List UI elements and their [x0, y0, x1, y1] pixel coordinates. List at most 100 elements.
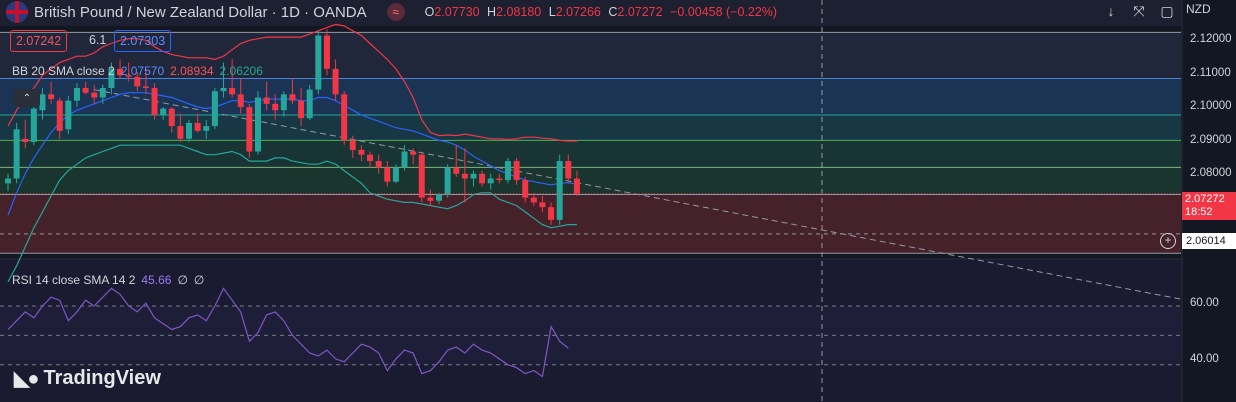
- candle-body: [556, 161, 563, 220]
- currency-selector[interactable]: NZD: [1186, 2, 1211, 16]
- close-value: 2.07272: [617, 5, 663, 19]
- candle-body: [134, 76, 141, 87]
- candle-body: [65, 100, 72, 130]
- candle-body: [392, 167, 399, 182]
- candle-body: [522, 180, 529, 198]
- price-tick: 2.09000: [1190, 134, 1232, 146]
- candle-body: [194, 122, 201, 131]
- collapse-icon[interactable]: ⤧: [1133, 2, 1145, 19]
- compare-icon[interactable]: ≈: [386, 3, 405, 21]
- low-label: L: [548, 5, 556, 19]
- tradingview-logo[interactable]: ◣● TradingView: [14, 366, 161, 391]
- candle-body: [237, 94, 244, 108]
- candle-body: [220, 87, 227, 92]
- candle-body: [375, 161, 382, 168]
- price-tick: 2.10000: [1190, 100, 1232, 112]
- high-label: H: [487, 5, 497, 19]
- candle-body: [349, 140, 356, 150]
- candle-body: [427, 197, 434, 201]
- candle-body: [470, 173, 477, 179]
- candle-body: [91, 92, 98, 98]
- fib-zone: [0, 140, 1181, 168]
- candle-body: [117, 68, 124, 76]
- rsi-extra-1: ∅: [177, 273, 188, 287]
- arrow-down-icon[interactable]: ↓: [1107, 3, 1115, 19]
- rsi-band-fill: [0, 306, 1181, 365]
- symbol-title[interactable]: British Pound / New Zealand Dollar · 1D …: [34, 3, 367, 21]
- collapse-legend-icon[interactable]: ⌃: [14, 89, 40, 107]
- rsi-tick: 60.00: [1190, 297, 1219, 309]
- rsi-value: 45.66: [141, 273, 172, 287]
- candle-body: [56, 100, 63, 131]
- candle-body: [22, 138, 29, 142]
- spread-value: 6.1: [89, 33, 107, 47]
- candle-body: [263, 97, 270, 104]
- candle-body: [573, 178, 580, 194]
- loss-zone: [0, 195, 1181, 254]
- rsi-line: [7, 287, 569, 378]
- top-toolbar: ↓ ⤧ ▢: [1100, 0, 1178, 22]
- sell-price-button[interactable]: 2.07242: [10, 30, 68, 52]
- candle-body: [479, 173, 486, 184]
- bb-lower-band: [7, 144, 577, 283]
- rsi-legend[interactable]: RSI 14 close SMA 14 2 45.66 ∅ ∅: [12, 273, 204, 287]
- bb-legend[interactable]: BB 20 SMA close 2 2.07570 2.08934 2.0620…: [12, 64, 263, 78]
- last-price-value: 2.07272: [1185, 193, 1225, 205]
- candle-body: [436, 194, 442, 201]
- candle-body: [496, 178, 503, 181]
- candle-body: [315, 35, 322, 90]
- candle-body: [384, 167, 391, 182]
- high-value: 2.08180: [496, 5, 542, 19]
- crosshair-price-label: 2.06014: [1182, 233, 1236, 249]
- candle-body: [453, 167, 460, 174]
- candle-body: [177, 126, 184, 139]
- low-value: 2.07266: [555, 5, 601, 19]
- candle-body: [82, 87, 89, 93]
- ohlc-readout: O2.07730 H2.08180 L2.07266 C2.07272 −0.0…: [425, 5, 781, 19]
- candle-body: [30, 108, 37, 142]
- price-tick: 2.08000: [1190, 167, 1232, 179]
- trendline: [94, 89, 1182, 300]
- candle-body: [272, 103, 279, 111]
- candle-body: [332, 68, 339, 95]
- candle-body: [186, 122, 193, 139]
- add-alert-icon[interactable]: +: [1160, 233, 1176, 249]
- buy-price-button[interactable]: 2.07303: [114, 30, 172, 52]
- candle-body: [246, 107, 253, 152]
- candle-body: [323, 35, 330, 69]
- maximize-icon[interactable]: ▢: [1160, 2, 1174, 19]
- candle-body: [5, 178, 11, 184]
- candle-body: [358, 149, 365, 155]
- price-tick: 2.11000: [1190, 67, 1231, 79]
- bb-lower-value: 2.06206: [219, 64, 263, 78]
- open-value: 2.07730: [434, 5, 480, 19]
- fib-zone: [0, 167, 1181, 195]
- candle-body: [73, 87, 80, 101]
- candle-body: [461, 173, 468, 179]
- rsi-tick: 40.00: [1190, 353, 1219, 365]
- candle-body: [487, 178, 494, 184]
- candle-body: [539, 202, 546, 208]
- candle-body: [565, 161, 572, 179]
- rsi-extra-2: ∅: [193, 273, 205, 287]
- candle-body: [211, 91, 218, 127]
- candle-body: [530, 197, 537, 203]
- candle-body: [151, 87, 158, 115]
- candle-body: [39, 94, 46, 111]
- tradingview-logo-icon: ◣●: [14, 368, 40, 390]
- price-tick: 2.12000: [1190, 33, 1232, 45]
- candle-body: [168, 108, 175, 127]
- fib-zone: [0, 32, 1181, 79]
- open-label: O: [424, 5, 435, 19]
- candle-body: [125, 75, 132, 77]
- candle-body: [410, 151, 417, 155]
- rsi-pane-background: [0, 259, 1182, 402]
- candle-body: [229, 87, 236, 95]
- candle-body: [306, 89, 313, 119]
- logo-text: TradingView: [43, 367, 161, 389]
- candle-body: [108, 68, 115, 88]
- candle-body: [48, 94, 55, 100]
- candle-body: [203, 126, 210, 131]
- header-strip: [0, 0, 1182, 26]
